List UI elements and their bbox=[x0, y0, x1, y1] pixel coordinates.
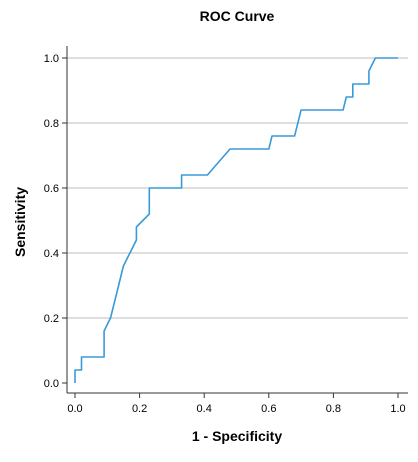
series-layer bbox=[74, 57, 398, 383]
y-tick-label: 0.4 bbox=[44, 248, 59, 260]
chart-title: ROC Curve bbox=[200, 8, 275, 24]
x-axis-label: 1 - Specificity bbox=[192, 428, 282, 444]
y-axis-label: Sensitivity bbox=[12, 187, 28, 257]
x-tick-label: 0.6 bbox=[261, 403, 276, 415]
x-tick-label: 0.0 bbox=[67, 403, 82, 415]
x-tick-label: 1.0 bbox=[390, 403, 405, 415]
x-axis-ticks: 0.0 0.2 0.4 0.6 0.8 1.0 bbox=[67, 393, 406, 415]
y-axis-ticks: 0.0 0.2 0.4 0.6 0.8 1.0 bbox=[44, 53, 67, 390]
y-tick-label: 0.6 bbox=[44, 183, 59, 195]
y-tick-label: 0.8 bbox=[44, 118, 59, 130]
x-tick-label: 0.4 bbox=[197, 403, 212, 415]
y-tick-label: 1.0 bbox=[44, 53, 59, 65]
roc-curve-line bbox=[74, 57, 398, 383]
y-tick-label: 0.2 bbox=[44, 313, 59, 325]
x-tick-label: 0.2 bbox=[132, 403, 147, 415]
gridlines bbox=[67, 57, 408, 319]
y-tick-label: 0.0 bbox=[44, 378, 59, 390]
x-tick-label: 0.8 bbox=[326, 403, 341, 415]
